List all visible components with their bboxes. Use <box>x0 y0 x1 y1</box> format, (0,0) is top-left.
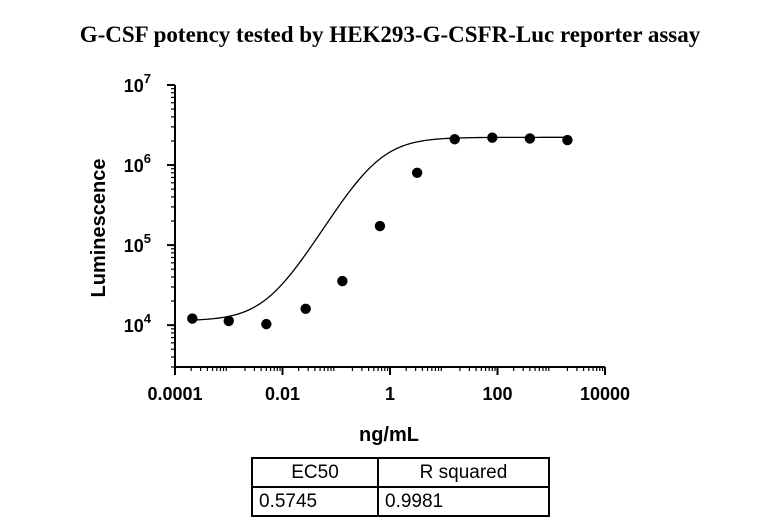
y-tick-label: 104 <box>124 311 152 336</box>
data-point <box>223 315 234 327</box>
axes: 0.0001 0.01 1 100 10000 104 105 106 107 <box>124 71 630 404</box>
r-squared-header: R squared <box>377 457 550 488</box>
data-point <box>337 275 348 287</box>
data-point <box>374 220 386 232</box>
x-tick-label: 10000 <box>580 384 630 404</box>
fit-curve <box>192 136 568 321</box>
fit-curve-layer <box>192 136 568 321</box>
ec50-value: 0.5745 <box>251 486 379 517</box>
data-point <box>524 133 536 144</box>
r-squared-value: 0.9981 <box>377 486 550 517</box>
data-points-layer <box>187 132 573 330</box>
data-point <box>300 303 311 315</box>
x-tick-label: 1 <box>385 384 395 404</box>
data-point <box>187 313 198 324</box>
dose-response-chart: 0.0001 0.01 1 100 10000 104 105 106 107 ng/mL Lu… <box>88 71 630 446</box>
results-table-header-row: EC50 R squared <box>251 457 550 488</box>
ec50-header: EC50 <box>251 457 379 488</box>
x-tick-label: 100 <box>482 384 512 404</box>
y-tick-label: 106 <box>124 151 151 176</box>
data-point <box>562 134 573 146</box>
x-tick-label: 0.0001 <box>147 384 202 404</box>
chart-title: G-CSF potency tested by HEK293-G-CSFR-Lu… <box>79 22 701 47</box>
data-point <box>411 167 423 179</box>
results-table: EC50 R squared 0.5745 0.9981 <box>251 457 550 517</box>
y-tick-label: 105 <box>124 231 151 256</box>
y-axis-label: Luminescence <box>88 159 110 298</box>
data-point <box>261 318 272 330</box>
data-point <box>487 132 498 143</box>
results-table-value-row: 0.5745 0.9981 <box>251 486 550 517</box>
x-tick-label: 0.01 <box>265 384 300 404</box>
x-axis-label: ng/mL <box>359 424 419 446</box>
data-point <box>449 134 460 145</box>
y-tick-label: 107 <box>124 71 151 96</box>
